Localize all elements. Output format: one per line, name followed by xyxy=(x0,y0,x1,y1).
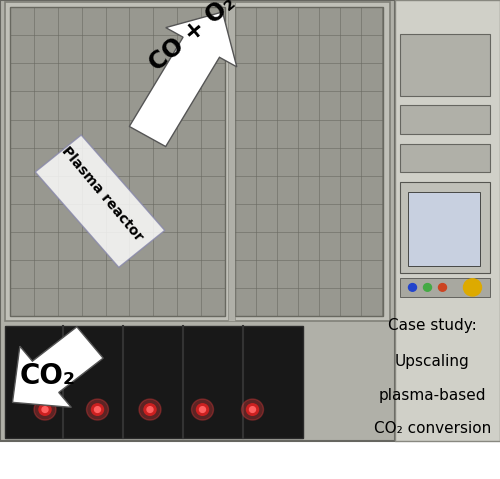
Circle shape xyxy=(242,399,264,420)
Circle shape xyxy=(438,284,446,291)
Text: plasma-based: plasma-based xyxy=(379,388,486,403)
Bar xyxy=(400,182,490,273)
Text: CO + O₂: CO + O₂ xyxy=(145,0,240,76)
Circle shape xyxy=(42,407,48,412)
Circle shape xyxy=(34,399,56,420)
Circle shape xyxy=(408,284,416,291)
Bar xyxy=(0,0,395,441)
Bar xyxy=(400,278,490,297)
Bar xyxy=(408,192,480,266)
Circle shape xyxy=(86,399,108,420)
Circle shape xyxy=(424,284,432,291)
Polygon shape xyxy=(130,12,237,147)
Bar xyxy=(5,326,302,438)
Bar xyxy=(400,144,490,172)
Circle shape xyxy=(144,404,156,415)
Polygon shape xyxy=(35,135,165,267)
Text: Case study:: Case study: xyxy=(388,318,477,333)
Circle shape xyxy=(139,399,161,420)
Circle shape xyxy=(147,407,153,412)
Polygon shape xyxy=(12,327,103,407)
Bar xyxy=(395,0,500,441)
Bar xyxy=(400,105,490,134)
Circle shape xyxy=(92,404,104,415)
Text: Upscaling: Upscaling xyxy=(395,354,470,369)
Circle shape xyxy=(464,279,481,296)
Circle shape xyxy=(200,407,205,412)
Bar xyxy=(235,7,382,316)
Circle shape xyxy=(192,399,214,420)
Circle shape xyxy=(246,404,258,415)
Bar xyxy=(228,2,235,321)
Text: Plasma reactor: Plasma reactor xyxy=(59,144,146,244)
Bar xyxy=(10,7,225,316)
Bar xyxy=(5,2,390,321)
Bar xyxy=(400,34,490,96)
Circle shape xyxy=(94,407,100,412)
Circle shape xyxy=(250,407,256,412)
Circle shape xyxy=(196,404,208,415)
Circle shape xyxy=(39,404,51,415)
Text: CO₂: CO₂ xyxy=(20,362,76,390)
Text: CO₂ conversion: CO₂ conversion xyxy=(374,421,491,436)
